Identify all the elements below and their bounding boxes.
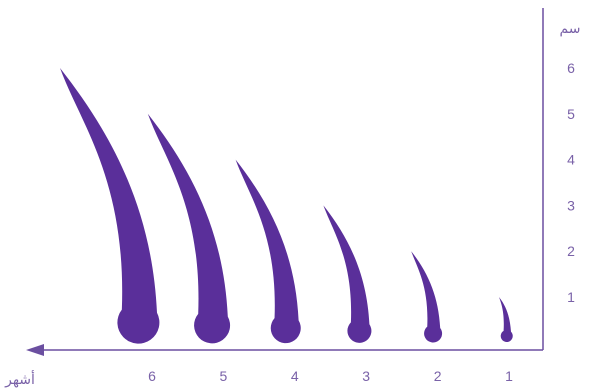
hair-strand-bar xyxy=(147,113,231,344)
x-tick-label: 2 xyxy=(434,368,442,384)
hair-strand-bar xyxy=(60,68,160,344)
x-tick-label: 5 xyxy=(220,368,228,384)
hair-strand-bar xyxy=(323,205,372,343)
x-axis-arrowhead xyxy=(26,344,44,356)
hair-strand-bar xyxy=(499,297,513,343)
y-tick-label: 4 xyxy=(567,152,575,168)
x-tick-label: 3 xyxy=(362,368,370,384)
x-axis-unit-label: أشهر xyxy=(4,370,35,388)
y-tick-label: 3 xyxy=(567,197,575,213)
y-tick-label: 2 xyxy=(567,243,575,259)
hair-strand-bar xyxy=(411,251,443,343)
hair-strand-marks xyxy=(60,68,513,344)
y-tick-label: 1 xyxy=(567,289,575,305)
x-tick-label: 4 xyxy=(291,368,299,384)
y-tick-label: 5 xyxy=(567,106,575,122)
hair-strand-bar xyxy=(235,159,301,344)
y-tick-label: 6 xyxy=(567,60,575,76)
y-axis-unit-label: سم xyxy=(559,21,580,37)
x-tick-label: 6 xyxy=(148,368,156,384)
x-tick-labels: 1 2 3 4 5 6 xyxy=(148,368,513,384)
x-tick-label: 1 xyxy=(505,368,513,384)
y-tick-labels: 1 2 3 4 5 6 xyxy=(567,60,575,305)
